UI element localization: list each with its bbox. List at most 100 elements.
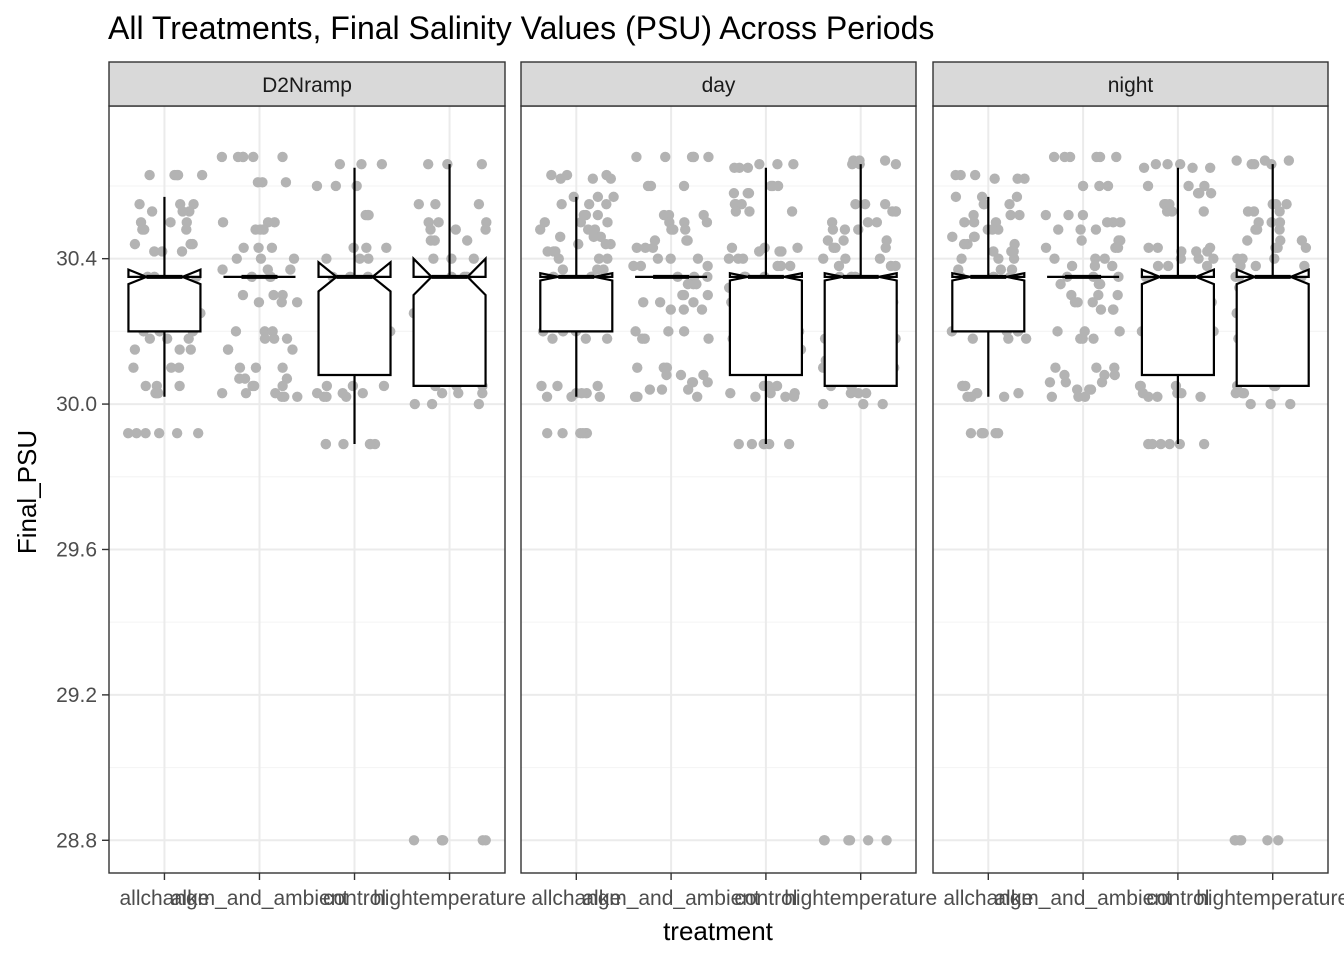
data-point <box>583 198 595 210</box>
data-point <box>311 180 323 192</box>
data-point <box>1266 158 1277 170</box>
data-point <box>642 180 654 192</box>
data-point <box>1201 260 1213 272</box>
data-point <box>1064 151 1076 163</box>
data-point <box>1090 224 1102 235</box>
data-point <box>1251 224 1263 235</box>
data-point <box>446 253 457 264</box>
data-point <box>181 224 192 235</box>
data-point <box>976 427 987 439</box>
box-body <box>1235 267 1310 387</box>
data-point <box>701 217 713 228</box>
data-point <box>968 217 980 228</box>
data-point <box>843 835 854 846</box>
facet-strip-label: D2Nramp <box>262 74 352 97</box>
data-point <box>1094 278 1106 290</box>
data-point <box>839 224 851 235</box>
data-point <box>862 835 874 846</box>
data-point <box>635 260 647 272</box>
data-point <box>437 835 449 846</box>
data-point <box>593 253 605 264</box>
data-point <box>292 391 303 403</box>
facet-strip-label: night <box>1108 74 1154 97</box>
data-point <box>678 304 690 315</box>
data-point <box>429 235 440 246</box>
data-point <box>473 198 485 210</box>
data-point <box>177 206 188 217</box>
data-point <box>592 380 603 392</box>
data-point <box>153 387 164 399</box>
x-tick-label: hightemperature <box>1196 887 1344 910</box>
data-point <box>259 333 271 344</box>
data-point <box>966 391 977 403</box>
data-point <box>1231 155 1242 166</box>
box-hightemperature <box>823 164 898 387</box>
data-point <box>1077 209 1089 221</box>
data-point <box>1046 391 1058 403</box>
x-tick-label: hightemperature <box>373 887 526 910</box>
data-point <box>222 344 234 355</box>
data-point <box>652 253 664 264</box>
data-point <box>364 438 376 450</box>
data-point <box>608 191 619 203</box>
data-point <box>1152 391 1163 403</box>
data-point <box>248 380 260 392</box>
data-point <box>1194 188 1205 199</box>
data-point <box>995 264 1007 275</box>
data-point <box>678 180 690 192</box>
x-tick-label: alkm_and_ambient <box>171 887 349 910</box>
data-point <box>408 835 420 846</box>
data-point <box>688 151 700 163</box>
data-point <box>1060 377 1072 388</box>
data-point <box>321 380 333 392</box>
data-point <box>1202 246 1213 257</box>
box-body <box>728 271 803 377</box>
data-point <box>1152 260 1164 272</box>
data-point <box>536 380 547 392</box>
data-point <box>988 246 999 257</box>
y-axis-label: Final_PSU <box>12 430 42 554</box>
data-point <box>692 391 703 403</box>
data-point <box>1249 158 1260 170</box>
data-point <box>833 260 845 272</box>
data-point <box>702 271 713 283</box>
data-point <box>1162 158 1173 170</box>
data-point <box>1150 158 1162 170</box>
data-point <box>413 198 425 210</box>
data-point <box>1087 297 1098 308</box>
data-point <box>680 224 691 235</box>
data-point <box>989 173 1000 184</box>
data-point <box>255 224 266 235</box>
data-point <box>1183 180 1194 192</box>
x-tick-label: control <box>734 887 797 910</box>
box-control <box>317 167 392 445</box>
data-point <box>969 169 981 181</box>
data-point <box>592 264 603 275</box>
data-point <box>128 362 139 373</box>
data-point <box>1005 209 1016 221</box>
data-point <box>253 297 265 308</box>
data-point <box>783 438 795 450</box>
data-point <box>430 198 441 210</box>
data-point <box>568 191 579 203</box>
data-point <box>1073 391 1084 403</box>
data-point <box>433 217 444 228</box>
facet-panel-night: night allchangealkm_and_ambientcontrolhig… <box>932 61 1344 910</box>
facet-strip <box>520 61 917 107</box>
data-point <box>772 180 784 192</box>
data-point <box>362 209 373 221</box>
data-point <box>628 260 639 272</box>
data-point <box>602 253 613 264</box>
data-point <box>436 387 448 399</box>
data-point <box>541 391 553 403</box>
data-point <box>631 151 642 163</box>
data-point <box>1250 260 1262 272</box>
data-point <box>357 387 368 399</box>
box-control <box>1140 167 1215 445</box>
data-point <box>146 206 158 217</box>
data-point <box>547 333 558 344</box>
data-point <box>131 427 142 439</box>
data-point <box>356 158 367 170</box>
data-point <box>850 198 861 210</box>
